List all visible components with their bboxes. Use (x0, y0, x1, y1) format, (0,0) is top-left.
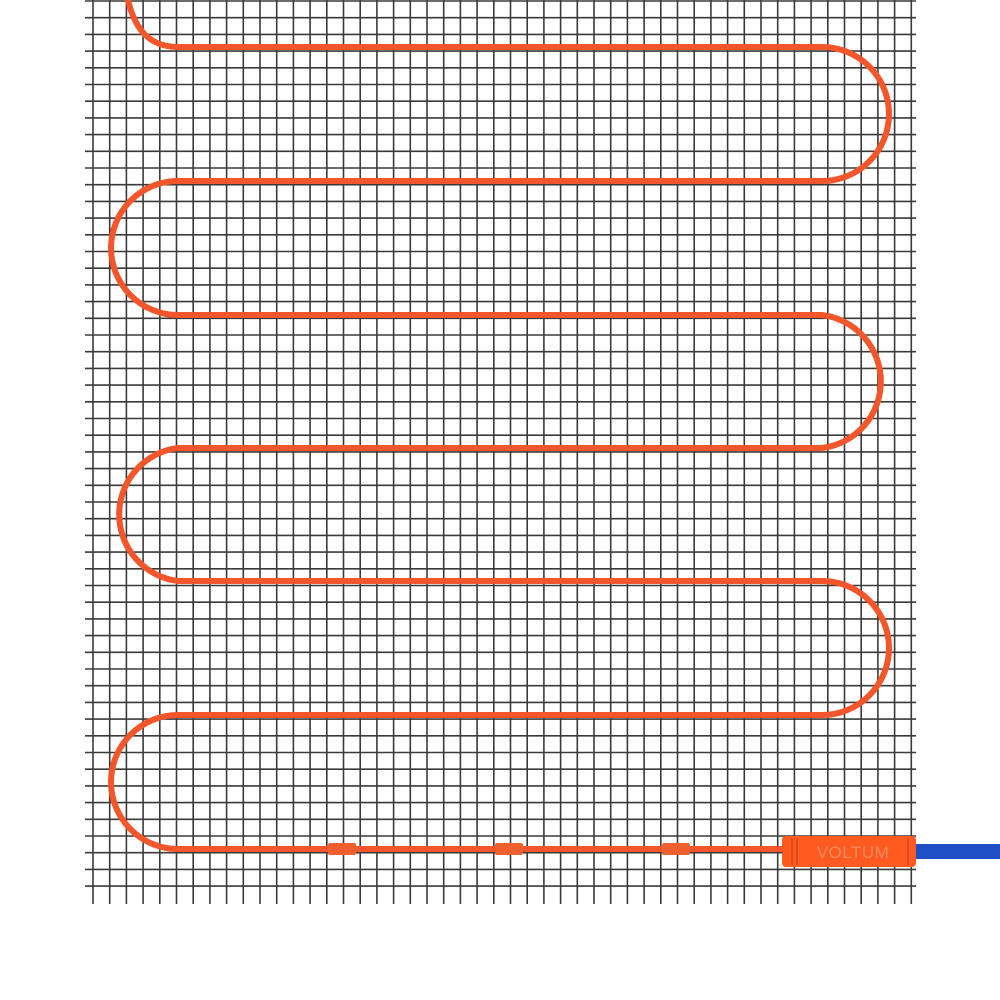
cable-clip (495, 843, 523, 855)
cable-clips (328, 843, 690, 855)
cable-connector-sleeve: VOLTUM (782, 836, 916, 867)
cable-clip (662, 843, 690, 855)
cable-clip (328, 843, 356, 855)
brand-label: VOLTUM (817, 843, 890, 862)
cold-lead-cable (910, 844, 1000, 859)
heating-cable (108, 0, 892, 852)
fiberglass-mesh-grid (85, 0, 916, 904)
